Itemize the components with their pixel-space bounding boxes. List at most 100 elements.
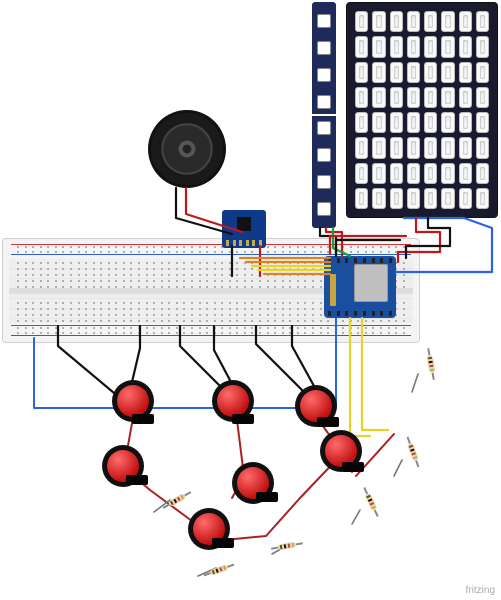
resistor [424,349,437,380]
matrix-pixel [355,87,368,108]
resistor [272,539,303,552]
matrix-pixel [441,188,454,209]
matrix-pixel [424,188,437,209]
matrix-pixel [459,62,472,83]
matrix-pixel [372,188,385,209]
sensor-pins [226,240,262,246]
matrix-pixel [424,112,437,133]
button-terminals-icon [256,492,278,502]
button-terminals-icon [342,462,364,472]
matrix-pixel [372,112,385,133]
matrix-pixel [476,112,489,133]
matrix-pixel [372,163,385,184]
matrix-pixel [355,188,368,209]
matrix-pixel [476,163,489,184]
resistor [404,437,422,468]
wire [412,374,418,392]
mcu-pins-bottom [328,311,392,316]
push-button[interactable] [295,385,337,427]
microcontroller [324,256,396,318]
wire [352,510,360,524]
push-button[interactable] [320,430,362,472]
matrix-pixel [459,112,472,133]
matrix-pixel [476,137,489,158]
matrix-pixel [355,112,368,133]
matrix-pixel [372,11,385,32]
stick-pixel [317,175,331,189]
stick-pixel [317,148,331,162]
push-button[interactable] [232,462,274,504]
matrix-pixel [441,87,454,108]
matrix-pixel [441,163,454,184]
stick-pixel [317,202,331,216]
matrix-pixel [476,11,489,32]
matrix-pixel [390,112,403,133]
matrix-pixel [355,62,368,83]
matrix-pixel [424,36,437,57]
matrix-pixel [476,87,489,108]
matrix-pixel [390,137,403,158]
resistor [361,487,381,518]
led-stick [312,2,336,228]
matrix-pixel [390,11,403,32]
push-button[interactable] [102,445,144,487]
matrix-pixel [407,36,420,57]
matrix-pixel [407,137,420,158]
matrix-pixel [372,36,385,57]
resistor [204,561,235,579]
matrix-pixel [441,62,454,83]
matrix-pixel [372,137,385,158]
matrix-pixel [441,36,454,57]
stick-pixel [317,41,331,55]
matrix-pixel [459,11,472,32]
led-matrix [346,2,498,218]
matrix-pixel [441,137,454,158]
push-button[interactable] [188,508,230,550]
matrix-pixel [459,36,472,57]
speaker [148,110,226,188]
stick-pixel [317,14,331,28]
matrix-pixel [355,163,368,184]
matrix-pixel [355,36,368,57]
matrix-pixel [372,87,385,108]
matrix-pixel [424,11,437,32]
stick-split-icon [310,114,338,116]
matrix-pixel [372,62,385,83]
stick-pixel [317,68,331,82]
matrix-pixel [441,11,454,32]
matrix-pixel [407,62,420,83]
button-terminals-icon [132,414,154,424]
rf-shield-icon [354,264,388,302]
watermark-label: fritzing [466,585,495,596]
wire [394,460,402,476]
stick-pixel [317,95,331,109]
matrix-pixel [459,87,472,108]
sensor-breakout [222,210,266,248]
button-terminals-icon [212,538,234,548]
matrix-pixel [476,62,489,83]
matrix-pixel [407,163,420,184]
matrix-pixel [407,188,420,209]
matrix-pixel [390,188,403,209]
matrix-pixel [355,11,368,32]
matrix-pixel [424,62,437,83]
power-rail-bottom [9,324,413,338]
matrix-pixel [424,137,437,158]
matrix-pixel [355,137,368,158]
button-terminals-icon [126,475,148,485]
matrix-pixel [407,112,420,133]
mcu-pins-top [328,258,392,263]
power-rail-top [9,243,413,257]
push-button[interactable] [212,380,254,422]
matrix-pixel [390,163,403,184]
button-terminals-icon [317,417,339,427]
stick-pixel [317,121,331,135]
matrix-pixel [390,36,403,57]
matrix-pixel [459,163,472,184]
matrix-pixel [407,11,420,32]
matrix-pixel [407,87,420,108]
push-button[interactable] [112,380,154,422]
sensor-chip-icon [237,217,251,231]
button-cap-icon [117,385,149,417]
rail-pins [17,332,405,338]
